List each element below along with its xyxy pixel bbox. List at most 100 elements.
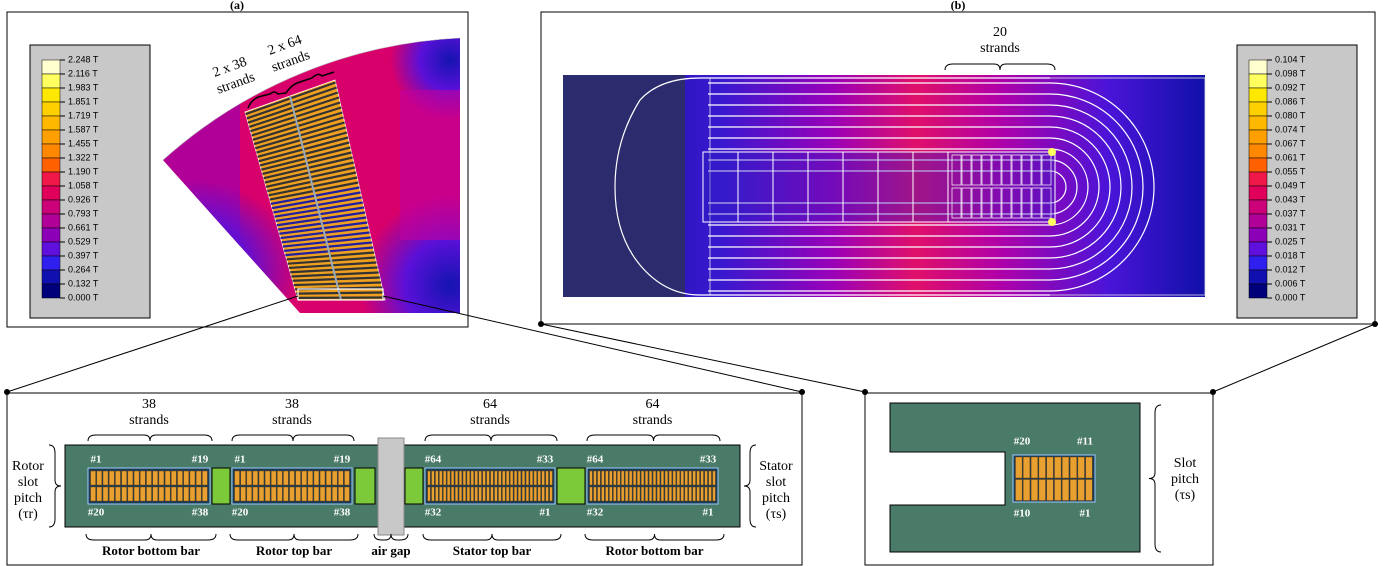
color-band bbox=[1249, 130, 1267, 144]
strand bbox=[290, 487, 295, 501]
color-band bbox=[1249, 228, 1267, 242]
strand bbox=[128, 471, 133, 485]
label: slot bbox=[766, 475, 786, 490]
strand bbox=[265, 487, 270, 501]
label: 64 bbox=[483, 397, 497, 412]
strand bbox=[271, 487, 276, 501]
strand bbox=[190, 471, 195, 485]
strand bbox=[665, 487, 668, 501]
strand bbox=[443, 487, 446, 501]
colorbar-label: 0.098 T bbox=[1275, 68, 1306, 78]
brace bbox=[423, 534, 561, 540]
colorbar-label: 0.000 T bbox=[68, 292, 99, 302]
label: #1 bbox=[91, 454, 102, 466]
strand bbox=[247, 471, 252, 485]
strand bbox=[530, 471, 533, 485]
strand bbox=[178, 471, 183, 485]
strand bbox=[510, 471, 513, 485]
strand bbox=[538, 487, 541, 501]
strand bbox=[546, 471, 549, 485]
strand bbox=[498, 471, 501, 485]
strand bbox=[146, 487, 151, 501]
label: Slot bbox=[1174, 456, 1197, 471]
color-band bbox=[1249, 172, 1267, 186]
strand bbox=[673, 487, 676, 501]
strand bbox=[613, 471, 616, 485]
strand bbox=[633, 487, 636, 501]
strand bbox=[685, 471, 688, 485]
filler bbox=[355, 468, 375, 504]
strand bbox=[159, 471, 164, 485]
strand bbox=[103, 487, 108, 501]
strand bbox=[625, 487, 628, 501]
strand bbox=[432, 471, 435, 485]
strand bbox=[283, 471, 288, 485]
color-band bbox=[42, 214, 60, 228]
figure: (a)(b)2.248 T2.116 T1.983 T1.851 T1.719 … bbox=[0, 0, 1387, 566]
strand bbox=[302, 471, 307, 485]
brace bbox=[744, 445, 756, 527]
colorbar-label: 0.012 T bbox=[1275, 264, 1306, 274]
strand bbox=[629, 487, 632, 501]
strand bbox=[621, 487, 624, 501]
strand bbox=[1016, 457, 1023, 478]
strand bbox=[241, 471, 246, 485]
filler bbox=[405, 468, 423, 504]
strand bbox=[447, 471, 450, 485]
colorbar-label: 0.074 T bbox=[1275, 124, 1306, 134]
strand bbox=[332, 487, 337, 501]
filler bbox=[557, 468, 585, 504]
strand bbox=[122, 487, 127, 501]
label: slot bbox=[18, 475, 38, 490]
strand bbox=[1016, 480, 1023, 501]
strand bbox=[673, 471, 676, 485]
strand bbox=[109, 487, 114, 501]
strand bbox=[459, 487, 462, 501]
strand bbox=[241, 487, 246, 501]
colorbar-label: 0.092 T bbox=[1275, 82, 1306, 92]
zoom-line bbox=[1213, 324, 1375, 392]
strand bbox=[637, 471, 640, 485]
strand bbox=[681, 487, 684, 501]
color-band bbox=[42, 284, 60, 298]
strand bbox=[320, 487, 325, 501]
strand bbox=[153, 487, 158, 501]
strand bbox=[475, 487, 478, 501]
colorbar-label: 2.116 T bbox=[68, 68, 98, 78]
color-band bbox=[42, 242, 60, 256]
strand bbox=[598, 487, 601, 501]
strand bbox=[455, 487, 458, 501]
strand bbox=[1078, 480, 1085, 501]
strand bbox=[128, 487, 133, 501]
strand bbox=[518, 471, 521, 485]
brace bbox=[425, 435, 557, 441]
color-band bbox=[42, 60, 60, 74]
strand bbox=[590, 487, 593, 501]
strand bbox=[1039, 457, 1046, 478]
strand bbox=[97, 471, 102, 485]
strand bbox=[625, 471, 628, 485]
strand bbox=[550, 487, 553, 501]
strand bbox=[171, 471, 176, 485]
colorbar-label: 0.926 T bbox=[68, 194, 99, 204]
strand bbox=[140, 487, 145, 501]
strand bbox=[253, 487, 258, 501]
label: #20 bbox=[1014, 436, 1031, 448]
color-band bbox=[1249, 186, 1267, 200]
strand bbox=[451, 471, 454, 485]
strand bbox=[677, 487, 680, 501]
colorbar-label: 1.322 T bbox=[68, 152, 99, 162]
strand bbox=[495, 471, 498, 485]
strand bbox=[705, 471, 708, 485]
air-gap bbox=[378, 438, 404, 535]
strand bbox=[235, 471, 240, 485]
label: #19 bbox=[334, 454, 351, 466]
connectors bbox=[4, 296, 1378, 395]
color-band bbox=[1249, 270, 1267, 284]
strand bbox=[506, 471, 509, 485]
strand bbox=[590, 471, 593, 485]
color-band bbox=[42, 116, 60, 130]
strand bbox=[159, 487, 164, 501]
strand bbox=[1070, 480, 1077, 501]
hot-spot bbox=[1048, 218, 1056, 226]
